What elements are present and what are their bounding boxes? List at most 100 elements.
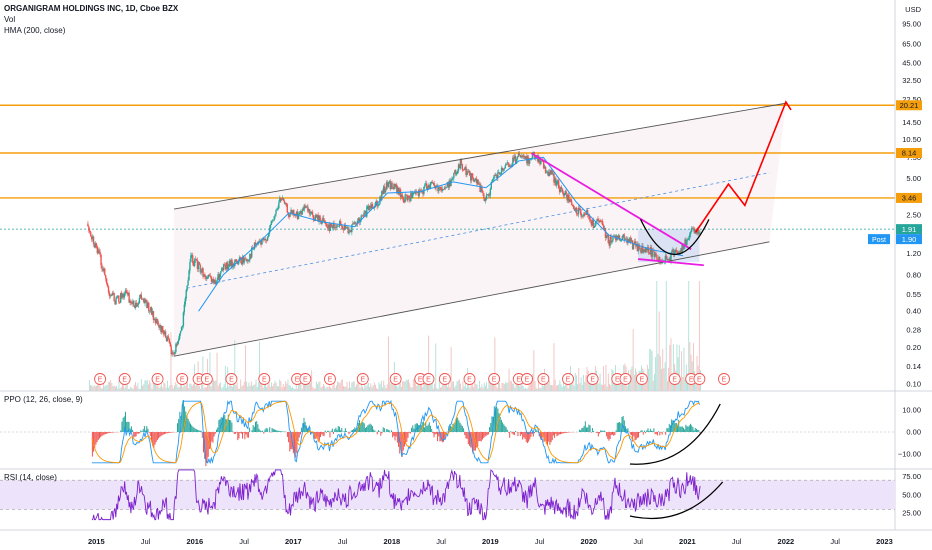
candle-body [163,331,166,335]
hma-legend[interactable]: HMA (200, close) [4,26,66,35]
candle-body [442,189,445,190]
candle-body [651,249,653,257]
time-axis[interactable]: 2015 Jul 2016 Jul 2017 Jul 2018 Jul 2019 Jul 2020 J… [88,537,893,546]
earnings-label: E [262,377,267,384]
price-tick-label: 45.00 [902,59,921,68]
volume-bar [338,382,340,391]
volume-bar [378,382,380,391]
ppo-hist-bar [425,421,427,432]
ppo-hist-bar [589,425,591,432]
candle-body [515,158,518,164]
earnings-marker [463,373,476,385]
candle-body [484,199,487,202]
candle-body [544,166,547,173]
ppo-hist-bar [477,432,479,447]
volume-bar [682,376,684,391]
ppo-hist-bar [148,432,150,433]
volume-bar [356,384,357,391]
ppo-pane[interactable] [0,399,895,467]
volume-bar [200,388,201,391]
ppo-hist-bar [595,432,597,433]
candle-body [117,295,119,297]
ppo-hist-bar [140,430,142,432]
candle-body [263,238,265,241]
ppo-hist-bar [317,432,319,442]
volume-bar [201,379,203,391]
candle-body [103,268,105,272]
ppo-hist-bar [205,432,207,467]
ppo-legend[interactable]: PPO (12, 26, close, 9) [4,395,83,404]
volume-legend[interactable]: Vol [4,15,16,24]
candle-body [111,293,113,296]
ppo-hist-bar [647,428,649,432]
candle-body [443,187,446,190]
volume-bar [337,381,339,391]
candle-body [440,188,443,191]
candle-body [95,243,98,247]
ppo-axis[interactable]: 10.000.00−10.00 [898,406,921,459]
ppo-hist-bar [536,430,538,432]
volume-bar [520,385,522,391]
post-tag: Post [872,237,886,244]
candle-body [273,216,275,221]
candle-body [566,194,568,201]
volume-bar [216,352,218,391]
candle-body [549,171,551,175]
candle-body [426,183,428,189]
candle-body [180,327,183,332]
price-axis[interactable]: 95.0065.0045.0032.5022.5014.5010.507.505… [902,20,921,389]
symbol-title[interactable]: ORGANIGRAM HOLDINGS INC, 1D, Cboe BZX [4,4,179,13]
ppo-hist-bar [433,432,435,438]
candle-body [670,253,672,262]
volume-bar [540,387,542,391]
volume-bar [622,380,623,391]
candle-body [476,179,478,183]
volume-bar [320,387,322,391]
ppo-hist-bar [191,425,193,432]
volume-bar [658,311,660,391]
volume-bar [505,382,506,391]
candle-body [144,299,146,304]
volume-bar [679,379,681,391]
candle-body [402,197,405,202]
volume-bar [559,380,561,391]
volume-bar [442,383,444,391]
ppo-hist-bar [407,432,409,438]
candle-body [380,196,382,201]
candle-body [480,186,482,192]
ppo-hist-bar [237,432,239,441]
ppo-hist-bar [655,432,657,435]
rsi-pane[interactable] [0,469,895,521]
candle-body [517,153,520,157]
candle-body [99,251,101,255]
volume-bar [157,382,159,391]
candle-body [464,166,466,170]
candle-body [252,248,255,250]
ppo-hist-bar [476,432,478,448]
ppo-hist-bar [499,416,501,432]
candle-body [243,258,245,263]
candle-body [107,286,110,293]
volume-bar [248,382,250,391]
volume-bar [265,383,266,391]
candle-body [344,224,347,229]
ppo-hist-bar [466,432,468,439]
candle-body [105,278,108,284]
candle-body [301,209,303,215]
ppo-hist-bar [678,419,680,432]
volume-bar [567,388,569,391]
candle-body [371,204,374,209]
candle-body [436,185,438,187]
candle-body [192,255,194,264]
candle-body [573,208,576,211]
volume-bar [609,383,610,391]
ppo-hist-bar [617,422,619,432]
ppo-hist-bar [155,432,157,443]
volume-bar [549,385,551,391]
volume-bar [202,356,204,391]
candle-body [207,274,210,278]
rsi-legend[interactable]: RSI (14, close) [4,473,57,482]
